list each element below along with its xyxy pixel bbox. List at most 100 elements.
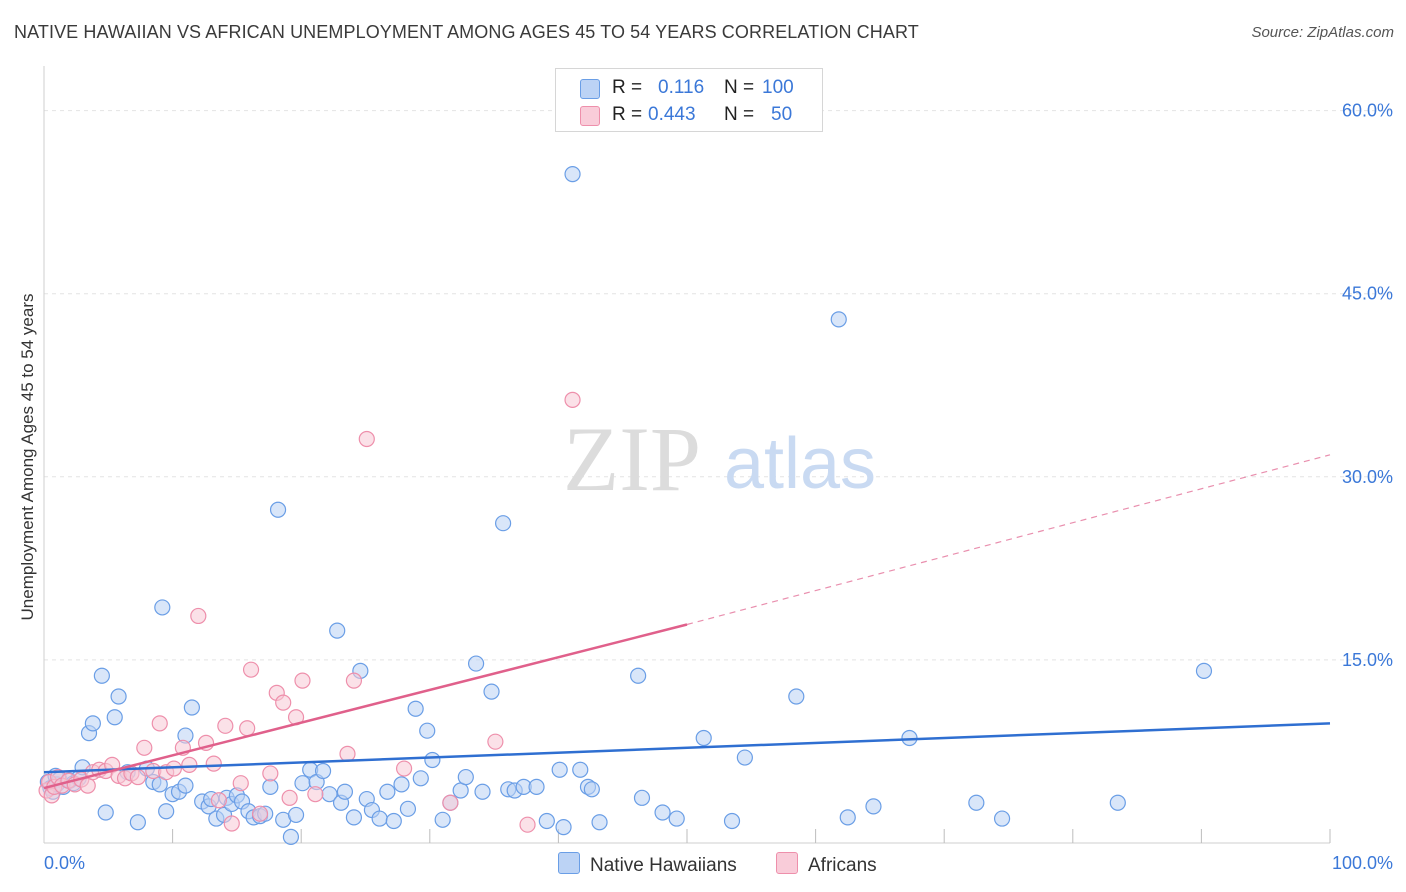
native-hawaiian-point bbox=[434, 811, 451, 828]
bottom-legend-swatch-africans bbox=[776, 852, 798, 874]
native-hawaiian-point bbox=[385, 812, 402, 830]
native-hawaiian-point bbox=[269, 501, 287, 518]
african-point bbox=[345, 672, 363, 689]
y-tick-label: 45.0% bbox=[1342, 284, 1393, 304]
native-hawaiian-point bbox=[1109, 794, 1126, 811]
native-hawaiian-point bbox=[287, 806, 305, 824]
african-point bbox=[217, 717, 234, 734]
native-hawaiian-point bbox=[483, 683, 500, 700]
x-tick-label-max: 100.0% bbox=[1332, 853, 1393, 873]
native-hawaiian-point bbox=[177, 777, 194, 794]
y-tick-label: 30.0% bbox=[1342, 467, 1393, 487]
native-hawaiian-point bbox=[93, 667, 110, 684]
native-hawaiian-point bbox=[736, 749, 753, 766]
african-point bbox=[190, 607, 207, 625]
african-point bbox=[242, 661, 260, 678]
african-point bbox=[294, 672, 311, 689]
tick-labels: 15.0% 30.0% 45.0% 60.0% 0.0% 100.0% bbox=[44, 101, 1393, 873]
native-hawaiian-point bbox=[788, 688, 805, 705]
native-hawaiian-point bbox=[1195, 662, 1213, 679]
native-hawaiian-point bbox=[668, 810, 685, 827]
native-hawaiian-point bbox=[282, 828, 300, 845]
native-hawaiian-point bbox=[538, 812, 555, 830]
native-hawaiian-point bbox=[129, 814, 146, 831]
correlation-legend: R = 0.116 N = 100 R = 0.443 N = 50 bbox=[555, 68, 823, 132]
native-hawaiian-point bbox=[371, 810, 388, 827]
native-hawaiian-point bbox=[106, 709, 123, 726]
y-axis-label: Unemployment Among Ages 45 to 54 years bbox=[18, 293, 37, 621]
african-trendline-extension bbox=[686, 454, 1331, 626]
african-trendline bbox=[43, 623, 688, 790]
african-point bbox=[442, 794, 459, 811]
native-hawaiian-point bbox=[551, 761, 568, 778]
legend-n-label: N = bbox=[724, 104, 755, 125]
native-hawaiian-point bbox=[583, 781, 600, 798]
native-hawaiian-point bbox=[84, 715, 101, 732]
watermark-atlas: atlas bbox=[724, 424, 876, 504]
watermark-zip: ZIP bbox=[563, 408, 701, 510]
native-hawaiian-point bbox=[419, 722, 436, 739]
legend-n-value: 50 bbox=[771, 104, 793, 125]
native-hawaiian-point bbox=[110, 688, 127, 705]
chart-title: NATIVE HAWAIIAN VS AFRICAN UNEMPLOYMENT … bbox=[14, 22, 919, 42]
y-tick-label: 60.0% bbox=[1342, 101, 1393, 121]
native-hawaiian-point bbox=[407, 700, 424, 717]
bottom-legend-label-africans: Africans bbox=[808, 855, 877, 876]
african-point bbox=[395, 760, 413, 777]
native-hawaiian-point bbox=[723, 812, 741, 830]
native-hawaiian-point bbox=[495, 515, 512, 532]
african-point bbox=[205, 755, 222, 772]
native-hawaiian-point bbox=[412, 770, 429, 787]
native-hawaiian-point bbox=[183, 699, 200, 716]
native-hawaiian-point bbox=[528, 778, 545, 795]
native-hawaiian-trendline bbox=[43, 722, 1331, 774]
african-point bbox=[181, 756, 198, 773]
african-point bbox=[487, 733, 504, 750]
native-hawaiian-point bbox=[314, 762, 332, 780]
legend-r-value: 0.443 bbox=[648, 104, 696, 125]
native-hawaiian-point bbox=[830, 311, 847, 328]
african-point bbox=[339, 745, 356, 762]
native-hawaiian-point bbox=[865, 798, 882, 815]
legend-row-africans: R = 0.443 N = 50 bbox=[556, 101, 822, 127]
y-tick-label: 15.0% bbox=[1342, 650, 1393, 670]
native-hawaiian-point bbox=[555, 819, 572, 836]
african-point bbox=[129, 768, 146, 786]
legend-n-value: 100 bbox=[762, 77, 794, 98]
native-hawaiian-point bbox=[379, 783, 396, 800]
native-hawaiian-point bbox=[154, 599, 171, 616]
native-hawaiian-point bbox=[329, 622, 346, 639]
source-label: Source: ZipAtlas.com bbox=[1251, 24, 1394, 41]
native-hawaiian-point bbox=[336, 783, 354, 800]
african-point bbox=[519, 816, 536, 833]
native-hawaiian-point bbox=[97, 804, 114, 821]
bottom-legend-native: Native Hawaiians bbox=[558, 852, 737, 877]
african-point bbox=[136, 739, 153, 756]
african-point bbox=[232, 775, 249, 792]
native-hawaiian-point bbox=[993, 810, 1011, 827]
bottom-legend-swatch-native bbox=[558, 852, 580, 874]
native-hawaiian-point bbox=[591, 814, 608, 831]
african-point bbox=[262, 765, 279, 782]
native-hawaiian-point bbox=[393, 776, 410, 793]
grid-lines bbox=[44, 110, 1394, 661]
bottom-legend-africans: Africans bbox=[776, 852, 877, 877]
native-hawaiian-point bbox=[345, 809, 363, 826]
native-hawaiian-point bbox=[452, 782, 469, 799]
african-point bbox=[358, 430, 375, 448]
native-hawaiian-point bbox=[695, 729, 712, 747]
native-hawaiian-point bbox=[654, 804, 671, 821]
native-hawaiian-point bbox=[457, 768, 474, 786]
data-points bbox=[38, 165, 1213, 845]
legend-n-label: N = bbox=[724, 77, 755, 98]
african-point bbox=[79, 777, 96, 794]
native-hawaiian-point bbox=[630, 667, 647, 684]
african-point bbox=[251, 805, 269, 822]
x-tick-label-min: 0.0% bbox=[44, 853, 85, 873]
legend-row-native: R = 0.116 N = 100 bbox=[556, 74, 822, 100]
native-hawaiian-point bbox=[968, 794, 985, 811]
legend-r-label: R = bbox=[612, 104, 643, 125]
native-hawaiian-point bbox=[564, 165, 581, 183]
bottom-legend-label-native: Native Hawaiians bbox=[590, 855, 737, 876]
